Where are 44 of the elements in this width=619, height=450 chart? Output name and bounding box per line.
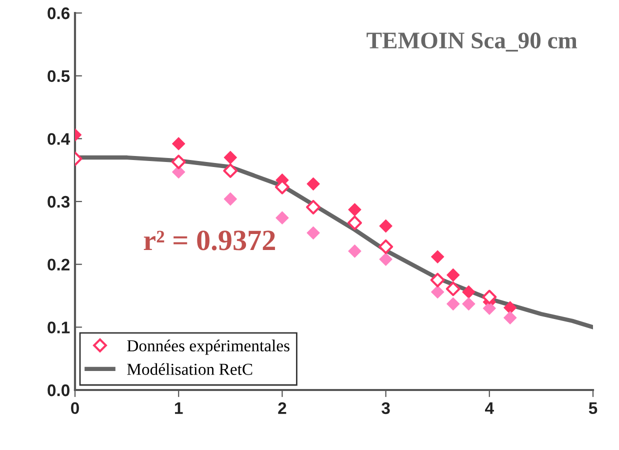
point [348,244,362,258]
annotation: r² = 0.9372 [144,230,275,250]
x-tick-label: 4 [485,402,494,414]
legend-label: Données expérimentales [127,340,290,355]
point [504,301,517,314]
legend-label: Modélisation RetC [127,363,252,375]
point [446,268,460,282]
y-tick-label: 0.6 [48,7,70,20]
point [172,137,186,150]
point [462,297,476,310]
point [224,192,237,206]
x-tick-label: 0 [71,402,79,414]
point [446,297,460,310]
text: TEMOIN Sca_90 cm [366,32,578,52]
point [306,200,321,214]
point [431,285,444,299]
point [482,290,497,304]
point [348,203,362,216]
point [171,154,186,170]
point [430,272,445,288]
point [306,226,320,240]
point [379,252,392,266]
point [431,250,444,264]
x-tick-label: 1 [175,402,183,414]
point [276,211,289,224]
point [306,177,320,190]
point [379,219,392,233]
y-tick-label: 0.1 [48,322,70,334]
x-tick-label: 3 [382,402,390,414]
y-tick-label: 0.5 [48,70,70,82]
x-tick-label: 2 [278,402,286,414]
point [482,302,496,315]
point [223,163,238,178]
point [446,282,460,296]
x-tick-label: 5 [588,402,598,414]
y-tick-label: 0.0 [48,384,70,396]
point [504,311,517,324]
y-tick-label: 0.2 [48,258,70,271]
y-tick-label: 0.3 [48,196,70,208]
point [462,285,476,299]
point [347,216,362,230]
point [224,150,237,164]
y-tick-label: 0.4 [48,133,70,145]
point [378,239,394,254]
